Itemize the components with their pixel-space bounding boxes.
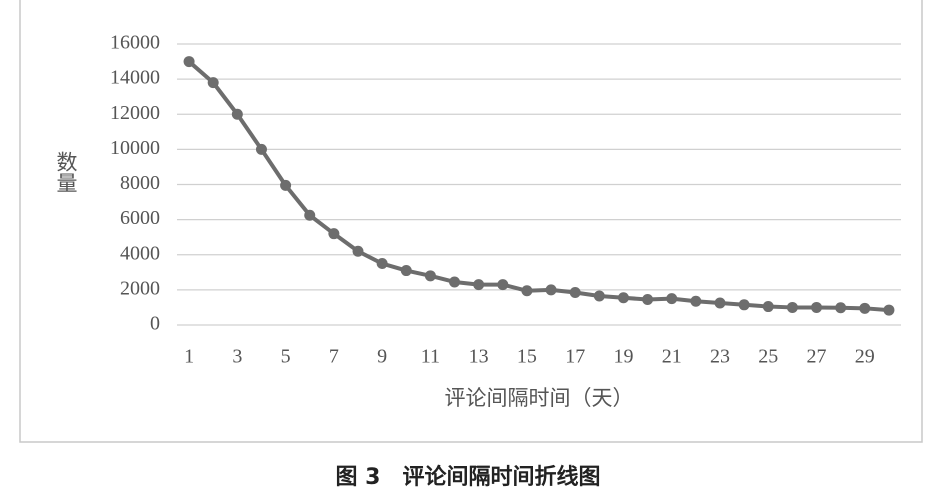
data-point: [473, 279, 485, 291]
data-point: [352, 245, 364, 257]
x-tick-label: 3: [232, 346, 242, 368]
x-tick-label: 11: [421, 346, 440, 368]
data-point: [545, 284, 557, 296]
x-tick-label: 23: [710, 346, 730, 368]
data-point: [666, 293, 678, 305]
data-point: [593, 290, 605, 302]
y-tick-label: 0: [150, 313, 160, 335]
x-tick-label: 9: [377, 346, 387, 368]
data-point: [207, 77, 219, 89]
x-tick-label: 7: [329, 346, 339, 368]
data-point: [690, 295, 702, 307]
data-point: [811, 301, 823, 313]
x-tick-label: 27: [807, 346, 827, 368]
y-tick-label: 2000: [120, 277, 160, 299]
data-point: [883, 304, 895, 316]
y-tick-label: 6000: [120, 207, 160, 229]
x-tick-label: 13: [469, 346, 489, 368]
chart-frame: [19, 0, 923, 443]
data-point: [521, 285, 533, 297]
y-tick-label: 12000: [110, 102, 160, 124]
data-point: [497, 279, 509, 291]
data-point: [642, 294, 654, 306]
y-axis-label: 数量: [54, 151, 78, 193]
y-tick-label: 14000: [110, 67, 160, 89]
y-tick-label: 10000: [110, 137, 160, 159]
data-point: [400, 265, 412, 277]
x-tick-label: 29: [855, 346, 875, 368]
data-point: [183, 56, 195, 68]
data-point: [762, 301, 774, 313]
x-tick-label: 15: [517, 346, 537, 368]
data-point: [569, 287, 581, 299]
data-point: [280, 179, 292, 191]
x-tick-label: 25: [758, 346, 778, 368]
data-point: [617, 292, 629, 304]
y-tick-label: 8000: [120, 172, 160, 194]
x-tick-label: 1: [184, 346, 194, 368]
x-tick-label: 5: [281, 346, 291, 368]
data-point: [376, 258, 388, 270]
data-point: [714, 297, 726, 309]
x-tick-label: 21: [662, 346, 682, 368]
y-tick-label: 16000: [110, 32, 160, 54]
data-point: [424, 270, 436, 282]
x-axis-label: 评论间隔时间（天）: [445, 386, 634, 410]
data-point: [304, 209, 316, 221]
data-point: [231, 108, 243, 120]
data-line: [187, 60, 890, 313]
x-tick-label: 19: [613, 346, 633, 368]
data-point: [859, 302, 871, 314]
figure-caption: 图 3 评论间隔时间折线图: [336, 464, 601, 490]
data-point: [786, 301, 798, 313]
data-point: [255, 143, 267, 155]
data-point: [328, 228, 340, 240]
y-tick-label: 4000: [120, 242, 160, 264]
data-point: [835, 302, 847, 314]
x-tick-label: 17: [565, 346, 585, 368]
data-point: [449, 276, 461, 288]
data-point: [738, 299, 750, 311]
